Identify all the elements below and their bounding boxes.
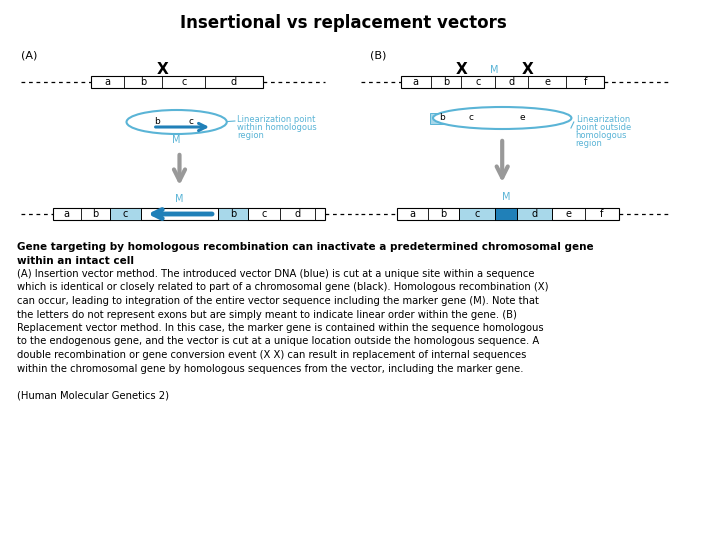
Text: a: a [64,209,70,219]
Text: d: d [494,113,500,123]
Text: point outside: point outside [576,124,631,132]
Bar [516,208,552,220]
Text: M: M [490,65,499,75]
Bar [487,112,506,124]
Text: (A) Insertion vector method. The introduced vector DNA (blue) is cut at a unique: (A) Insertion vector method. The introdu… [17,269,535,279]
Bar [145,117,168,127]
Text: (A): (A) [21,50,37,60]
Text: c: c [261,209,266,219]
Text: X: X [522,63,534,78]
Text: a: a [410,209,415,219]
Text: M: M [172,135,181,145]
Ellipse shape [433,107,572,129]
Bar [53,208,325,220]
Text: Replacement vector method. In this case, the marker gene is contained within the: Replacement vector method. In this case,… [17,323,544,333]
Text: b: b [439,113,445,123]
Text: a: a [413,77,419,87]
Text: c: c [189,118,194,126]
Text: within homologous: within homologous [237,124,317,132]
Text: b: b [443,77,449,87]
Text: f: f [600,209,603,219]
Text: M: M [502,192,510,202]
Text: Gene targeting by homologous recombination can inactivate a predetermined chromo: Gene targeting by homologous recombinati… [17,242,594,252]
Text: e: e [519,113,525,123]
Text: d: d [531,209,537,219]
Bar [179,117,202,127]
Bar [217,208,248,220]
Text: to the endogenous gene, and the vector is cut at a unique location outside the h: to the endogenous gene, and the vector i… [17,336,539,347]
Bar [109,208,141,220]
Bar [510,112,535,124]
Text: region: region [576,139,603,148]
Text: homologous: homologous [576,132,627,140]
Text: c: c [475,77,480,87]
Bar [430,112,454,124]
Text: d: d [294,209,300,219]
Text: d: d [231,77,237,87]
Text: c: c [474,209,480,219]
Bar [459,208,495,220]
Bar [397,208,618,220]
Bar [495,208,516,220]
Text: c: c [468,113,473,123]
Text: the letters do not represent exons but are simply meant to indicate linear order: the letters do not represent exons but a… [17,309,517,320]
Text: e: e [565,209,572,219]
Text: Insertional vs replacement vectors: Insertional vs replacement vectors [180,14,507,32]
Text: b: b [230,209,236,219]
Bar [401,76,604,88]
Text: b: b [441,209,446,219]
Ellipse shape [127,110,227,134]
Text: within the chromosomal gene by homologous sequences from the vector, including t: within the chromosomal gene by homologou… [17,363,523,374]
Text: d: d [508,77,514,87]
Text: within an intact cell: within an intact cell [17,255,134,266]
Text: region: region [237,132,264,140]
Text: e: e [544,77,550,87]
Text: b: b [140,77,146,87]
Bar [459,112,483,124]
Bar [91,76,263,88]
Text: Linearization: Linearization [576,116,630,125]
Text: X: X [455,63,467,78]
Text: X: X [156,63,168,78]
Text: Linearization point: Linearization point [237,116,315,125]
Text: can occur, leading to integration of the entire vector sequence including the ma: can occur, leading to integration of the… [17,296,539,306]
Text: (B): (B) [371,50,387,60]
Text: M: M [175,194,184,204]
Text: which is identical or closely related to part of a chromosomal gene (black). Hom: which is identical or closely related to… [17,282,549,293]
Text: (Human Molecular Genetics 2): (Human Molecular Genetics 2) [17,390,169,401]
Text: c: c [181,77,186,87]
Text: a: a [104,77,110,87]
Text: b: b [153,118,159,126]
Text: b: b [92,209,99,219]
Text: double recombination or gene conversion event (X X) can result in replacement of: double recombination or gene conversion … [17,350,526,360]
Text: c: c [122,209,127,219]
Text: f: f [584,77,587,87]
